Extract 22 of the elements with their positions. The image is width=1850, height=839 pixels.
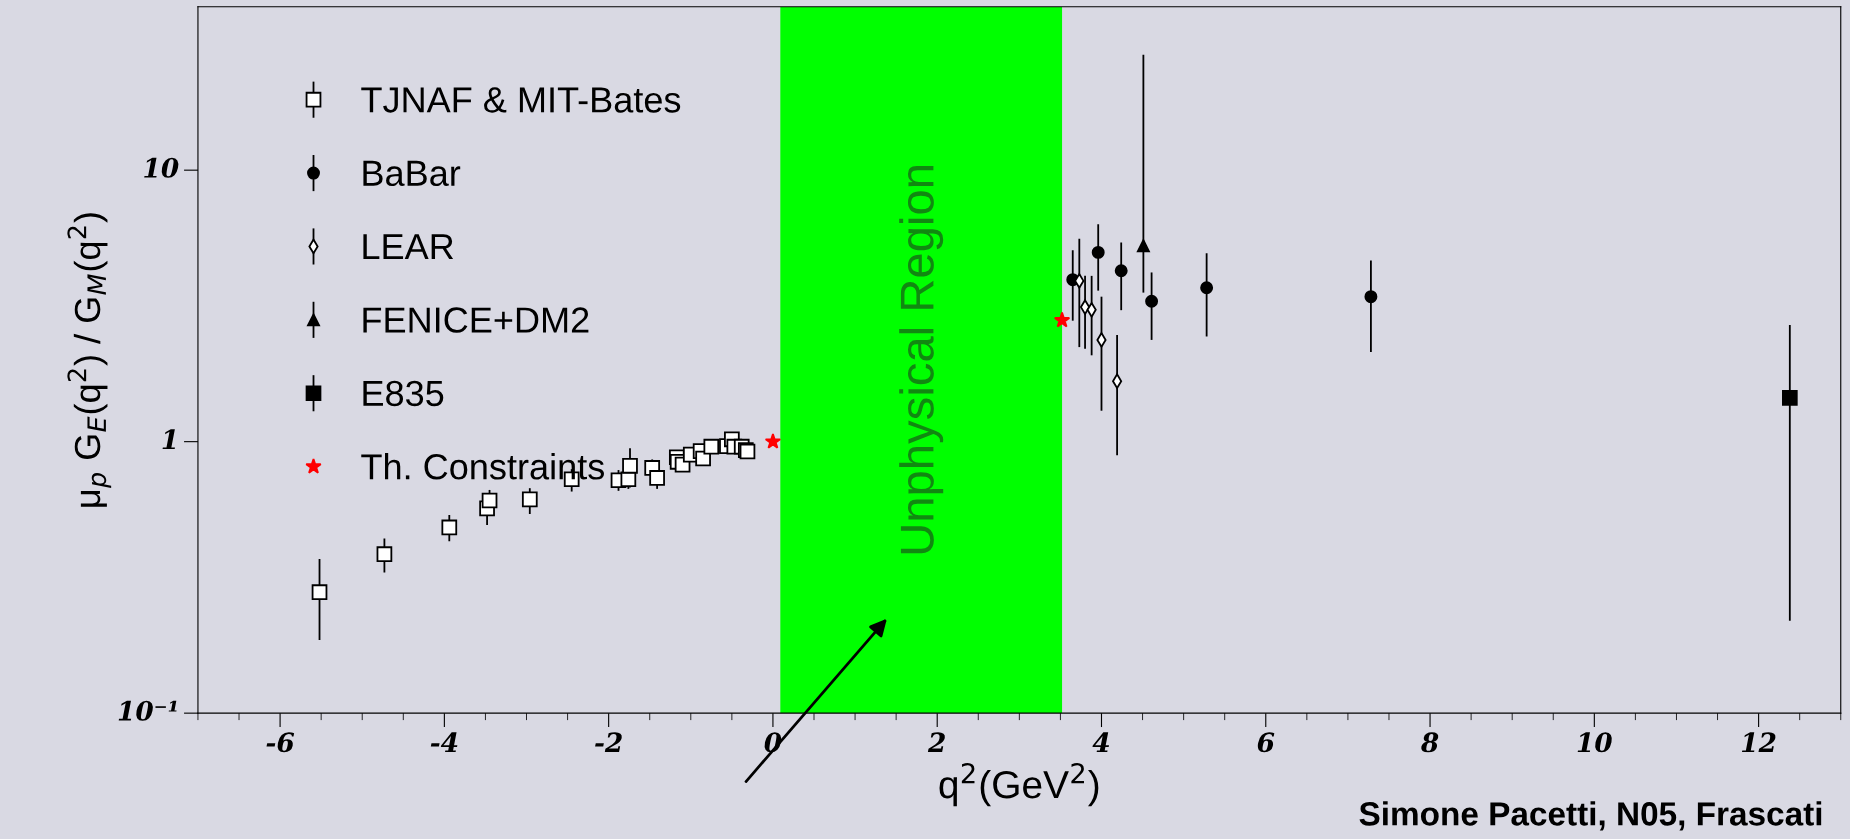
x-tick-label: 8 [1421, 732, 1439, 753]
legend-label: Th. Constraints [361, 453, 604, 480]
text: Simone Pacetti, N05, Frascati [1359, 801, 1822, 831]
band-label: Unphysical Region [899, 166, 944, 554]
y-tick-label: 10 [144, 157, 179, 178]
x-tick-label: 4 [1092, 732, 1109, 752]
x-tick-label: 12 [1741, 732, 1776, 752]
x-tick-label: 10 [1577, 732, 1612, 753]
x-tick-label: 6 [1257, 732, 1275, 753]
legend-label: FENICE+DM2 [363, 307, 589, 333]
legend-label: LEAR [363, 234, 454, 260]
legend-label: E835 [363, 380, 444, 407]
legend-label: BaBar [363, 160, 461, 187]
text: μ$_{p}$ G$_{E}$(q$^{2}$) / G$_{M}$(q$^{2}$) [67, 213, 112, 507]
y-tick-label: 10⁻¹ [118, 700, 177, 721]
x-tick-label: 2 [927, 732, 945, 752]
legend-label: TJNAF & MIT-Bates [361, 87, 681, 113]
x-tick-label: -6 [266, 732, 295, 753]
x-tick-label: -2 [595, 732, 622, 752]
y-tick-label: 1 [162, 429, 175, 449]
x-axis-title: q$^{2}$(GeV$^{2}$) [939, 763, 1099, 807]
x-tick-label: -4 [430, 732, 458, 752]
